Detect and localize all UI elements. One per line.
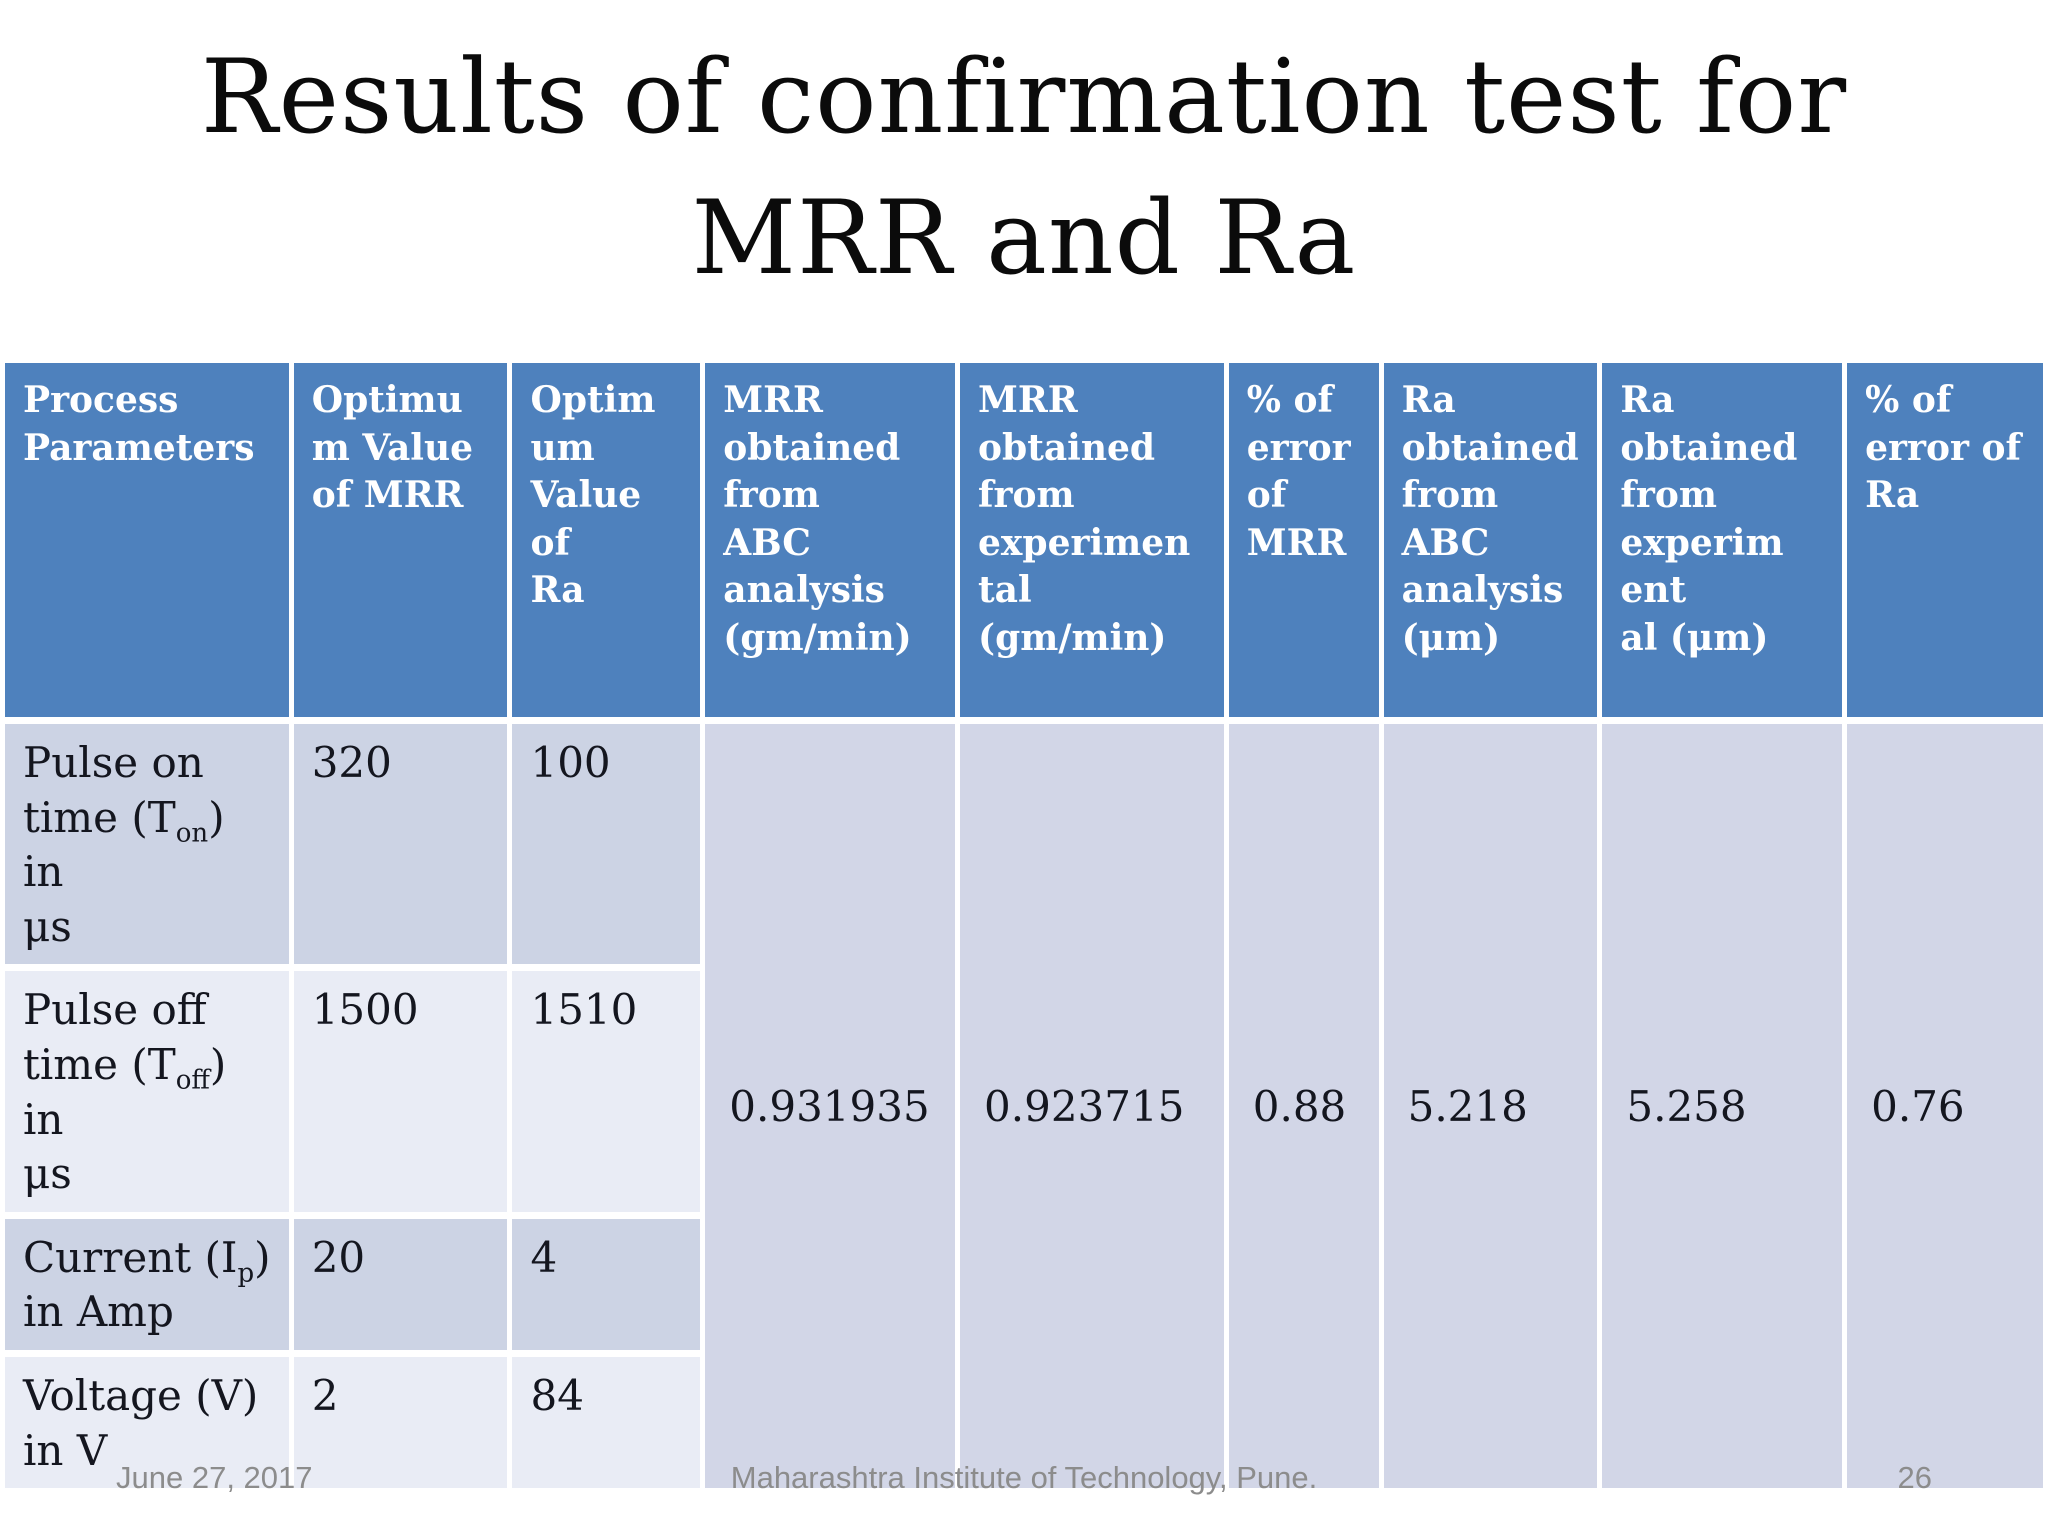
cell-ra-abc-result: 5.218 — [1383, 724, 1598, 1489]
cell-mrr-abc-result: 0.931935 — [705, 724, 956, 1489]
cell-optimum-mrr-current: 20 — [293, 1218, 508, 1350]
cell-mrr-experimental-result: 0.923715 — [960, 724, 1224, 1489]
param-label-pre: Current (I — [23, 1232, 238, 1282]
footer-page-number: 26 — [1897, 1460, 1932, 1495]
header-ra-experimental: Ra obtained from experim ent al (μm) — [1602, 363, 1843, 717]
param-label-post: ) in μs — [23, 1039, 227, 1199]
param-label-pulse-off-time: Pulse off time (Toff) in μs — [5, 971, 289, 1212]
footer-institution: Maharashtra Institute of Technology, Pun… — [730, 1460, 1318, 1495]
cell-optimum-ra-voltage: 84 — [512, 1356, 701, 1489]
table-row-voltage: Voltage (V) in V 2 84 — [5, 1356, 2043, 1489]
cell-optimum-ra-pulse-off: 1510 — [512, 971, 701, 1212]
cell-ra-error-result: 0.76 — [1847, 724, 2043, 1489]
param-label-current: Current (Ip) in Amp — [5, 1218, 289, 1350]
param-label-pre: Pulse off time (T — [23, 985, 207, 1089]
table-header-row: Process Parameters Optimu m Value of MRR… — [5, 363, 2043, 717]
cell-optimum-ra-current: 4 — [512, 1218, 701, 1350]
header-optimum-value-ra: Optim um Value of Ra — [512, 363, 701, 717]
table-row-current: Current (Ip) in Amp 20 4 — [5, 1218, 2043, 1350]
slide-title: Results of confirmation test for MRR and… — [200, 38, 1848, 298]
slide-footer: June 27, 2017 Maharashtra Institute of T… — [0, 1460, 2048, 1496]
param-label-subscript: off — [175, 1065, 210, 1096]
cell-ra-experimental-result: 5.258 — [1602, 724, 1843, 1489]
cell-optimum-mrr-pulse-on: 320 — [293, 724, 508, 965]
param-label-post: ) in Amp — [23, 1232, 271, 1337]
header-mrr-abc-analysis: MRR obtained from ABC analysis (gm/min) — [705, 363, 956, 717]
cell-optimum-mrr-voltage: 2 — [293, 1356, 508, 1489]
header-error-mrr: % of error of MRR — [1228, 363, 1379, 717]
cell-optimum-mrr-pulse-off: 1500 — [293, 971, 508, 1212]
results-table: Process Parameters Optimu m Value of MRR… — [0, 356, 2048, 1495]
footer-date: June 27, 2017 — [116, 1460, 313, 1495]
param-label-voltage: Voltage (V) in V — [5, 1356, 289, 1489]
header-error-ra: % of error of Ra — [1847, 363, 2043, 717]
cell-optimum-ra-pulse-on: 100 — [512, 724, 701, 965]
header-mrr-experimental: MRR obtained from experimen tal (gm/min) — [960, 363, 1224, 717]
table-row-pulse-off-time: Pulse off time (Toff) in μs 1500 1510 — [5, 971, 2043, 1212]
param-label-pre: Voltage (V) in V — [23, 1370, 259, 1475]
param-label-subscript: on — [175, 817, 209, 848]
header-process-parameters: Process Parameters — [5, 363, 289, 717]
param-label-subscript: p — [237, 1258, 255, 1289]
param-label-pulse-on-time: Pulse on time (Ton) in μs — [5, 724, 289, 965]
header-optimum-value-mrr: Optimu m Value of MRR — [293, 363, 508, 717]
header-ra-abc-analysis: Ra obtained from ABC analysis (μm) — [1383, 363, 1598, 717]
cell-mrr-error-result: 0.88 — [1228, 724, 1379, 1489]
param-label-post: ) in μs — [23, 792, 225, 951]
param-label-pre: Pulse on time (T — [23, 738, 204, 842]
table-row-pulse-on-time: Pulse on time (Ton) in μs 320 100 0.9319… — [5, 724, 2043, 1489]
